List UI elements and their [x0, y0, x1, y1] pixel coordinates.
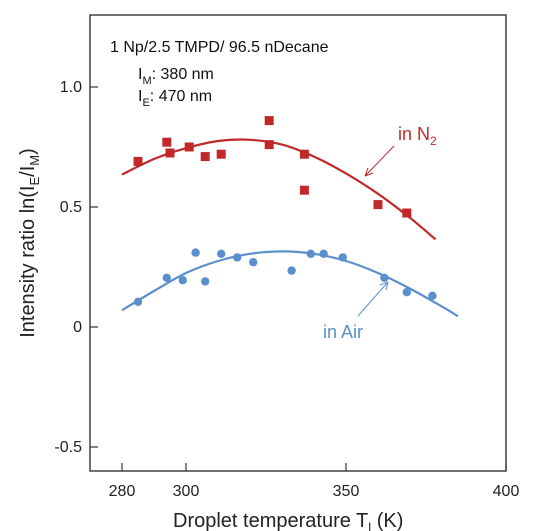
arrow-air: [357, 281, 389, 317]
data-point-n2: [264, 140, 274, 150]
data-point-n2: [373, 200, 383, 210]
data-point-air: [380, 273, 389, 282]
data-point-air: [233, 253, 242, 262]
data-point-air: [319, 249, 328, 258]
data-point-air: [178, 276, 187, 285]
data-point-air: [402, 288, 411, 297]
data-point-air: [428, 291, 437, 300]
data-point-n2: [162, 137, 172, 147]
y-axis-label-p4: ): [17, 148, 39, 155]
composition-label: 1 Np/2.5 TMPD/ 96.5 nDecane: [110, 39, 329, 56]
x-tick-label: 350: [333, 483, 360, 500]
data-point-air: [287, 266, 296, 275]
data-point-air: [249, 258, 258, 267]
data-point-air: [162, 273, 171, 282]
x-ticks: 280 300 350 400: [109, 463, 520, 500]
im-sub: M: [142, 75, 151, 87]
x-axis-label-tail: (K): [371, 510, 403, 531]
data-point-air: [338, 253, 347, 262]
series-label-n2-sub: 2: [430, 134, 437, 148]
y-axis-label-p2: /I: [17, 166, 39, 177]
x-tick-label: 400: [493, 483, 520, 500]
im-main: I: [138, 66, 142, 83]
x-axis-label-sub: l: [368, 520, 371, 531]
plot-frame: [89, 14, 507, 472]
y-axis-label-p3: M: [27, 155, 42, 166]
x-axis-label-main: Droplet temperature T: [173, 510, 368, 531]
fit-curve-air: [121, 250, 459, 318]
x-tick-label: 300: [173, 483, 200, 500]
series-label-n2: in N2: [398, 124, 437, 148]
fit-curves: [121, 138, 459, 318]
data-point-n2: [299, 185, 309, 195]
y-axis-label-p1: E: [27, 177, 42, 186]
im-label: IM: 380 nm: [138, 66, 214, 87]
arrow-air-head: [379, 281, 389, 291]
y-ticks: -0.5 0 0.5 1.0: [54, 79, 98, 456]
ie-label: IE: 470 nm: [138, 88, 212, 109]
ie-sub: E: [142, 97, 149, 109]
data-point-air: [133, 297, 143, 306]
data-point-air: [217, 249, 226, 258]
arrow-n2: [364, 145, 395, 177]
data-point-n2: [200, 152, 210, 162]
y-tick-label: 0.5: [60, 199, 82, 216]
data-point-n2: [402, 208, 412, 218]
series-label-n2-main: in N: [398, 124, 430, 144]
data-point-air: [201, 277, 210, 286]
y-axis-label: Intensity ratio ln(IE/IM): [17, 148, 42, 338]
ie-main: I: [138, 88, 142, 105]
data-point-n2: [299, 149, 309, 159]
y-tick-label: 0: [73, 319, 82, 336]
series-label-air: in Air: [323, 322, 363, 342]
y-tick-label: -0.5: [54, 439, 82, 456]
data-point-n2: [216, 149, 226, 159]
data-points: [133, 116, 437, 306]
ie-tail: : 470 nm: [150, 88, 212, 105]
x-axis-label: Droplet temperature Tl (K): [173, 510, 403, 531]
im-tail: : 380 nm: [152, 66, 214, 83]
fit-curve-n2: [121, 138, 437, 241]
y-tick-label: 1.0: [60, 79, 82, 96]
y-axis-label-p0: Intensity ratio ln(I: [17, 186, 39, 338]
data-point-n2: [184, 142, 194, 152]
data-point-n2: [165, 148, 175, 158]
data-point-air: [306, 249, 315, 258]
data-point-n2: [264, 116, 274, 126]
data-point-air: [191, 248, 200, 257]
arrow-n2-head: [364, 167, 374, 177]
x-tick-label: 280: [109, 483, 136, 500]
data-point-n2: [133, 156, 143, 166]
